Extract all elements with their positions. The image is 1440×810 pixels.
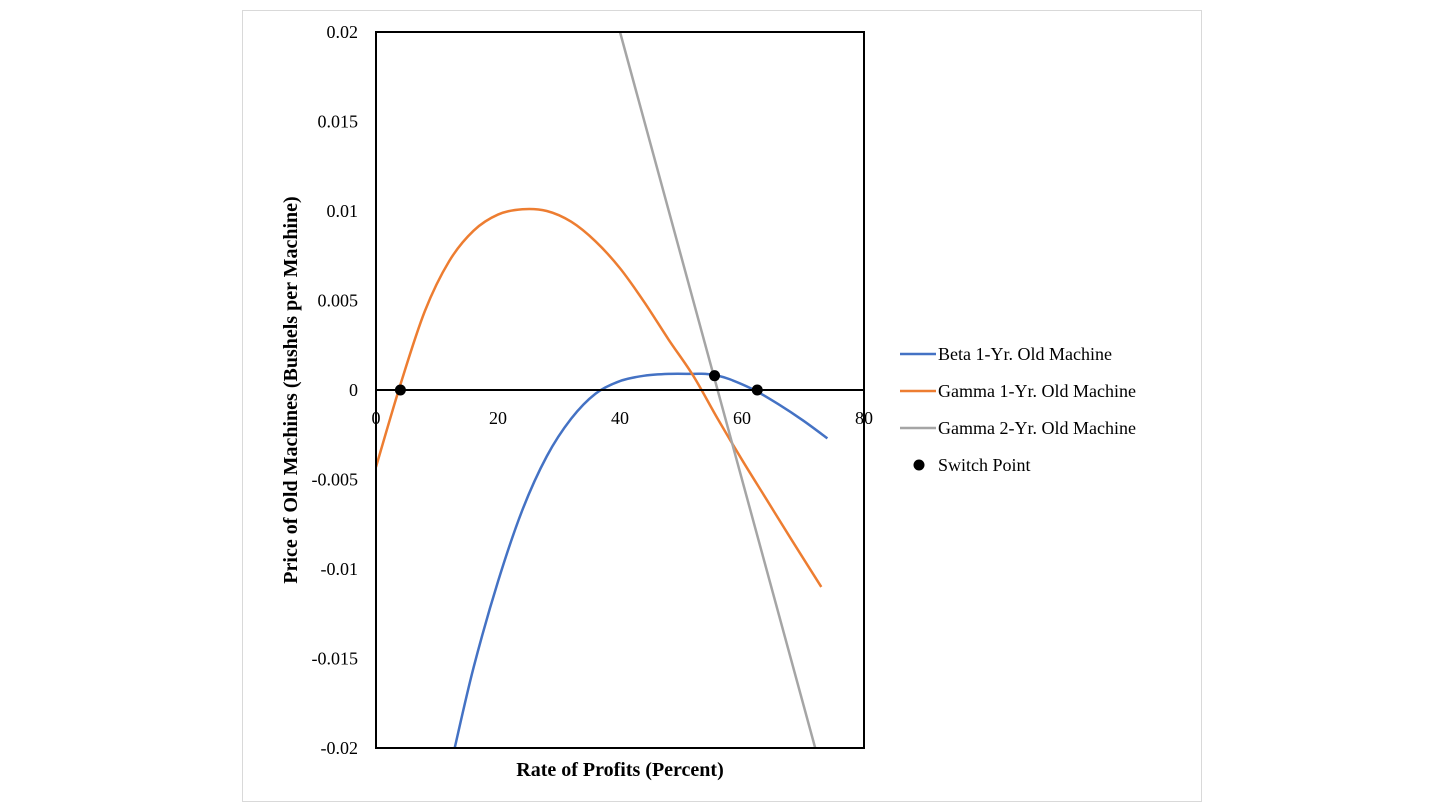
legend: Beta 1-Yr. Old Machine Gamma 1-Yr. Old Ma… — [900, 344, 1136, 475]
x-tick-label: 60 — [733, 408, 751, 428]
y-tick-label: -0.02 — [321, 738, 359, 758]
y-tick-label: -0.015 — [312, 649, 359, 669]
y-tick-label: 0.015 — [318, 112, 359, 132]
switch-point-marker — [394, 384, 406, 396]
y-tick-label: 0 — [349, 380, 358, 400]
y-tick-label: -0.005 — [312, 470, 359, 490]
legend-label: Gamma 2-Yr. Old Machine — [938, 418, 1136, 438]
switch-point-marker — [751, 384, 763, 396]
y-tick-label: -0.01 — [321, 559, 359, 579]
y-tick-label: 0.005 — [318, 291, 359, 311]
y-tick-label: 0.02 — [327, 22, 359, 42]
legend-label: Switch Point — [938, 455, 1031, 475]
points-layer — [394, 370, 763, 396]
series-line-2 — [376, 207, 823, 588]
x-tick-label: 40 — [611, 408, 629, 428]
x-tick-labels: 0 20 40 60 80 — [372, 408, 874, 428]
x-tick-label: 20 — [489, 408, 507, 428]
y-tick-labels: 0.02 0.015 0.01 0.005 0 -0.005 -0.01 -0.015 -0.0… — [312, 22, 359, 758]
y-axis-title: Price of Old Machines (Bushels per Machi… — [280, 196, 302, 583]
series-line-1 — [453, 372, 829, 748]
x-axis-title: Rate of Profits (Percent) — [516, 759, 724, 781]
switch-point-marker — [709, 370, 721, 382]
x-tick-label: 0 — [372, 408, 381, 428]
legend-swatch-marker — [913, 459, 925, 471]
legend-label: Beta 1-Yr. Old Machine — [938, 344, 1112, 364]
y-tick-label: 0.01 — [327, 201, 359, 221]
x-tick-label: 80 — [855, 408, 873, 428]
legend-label: Gamma 1-Yr. Old Machine — [938, 381, 1136, 401]
